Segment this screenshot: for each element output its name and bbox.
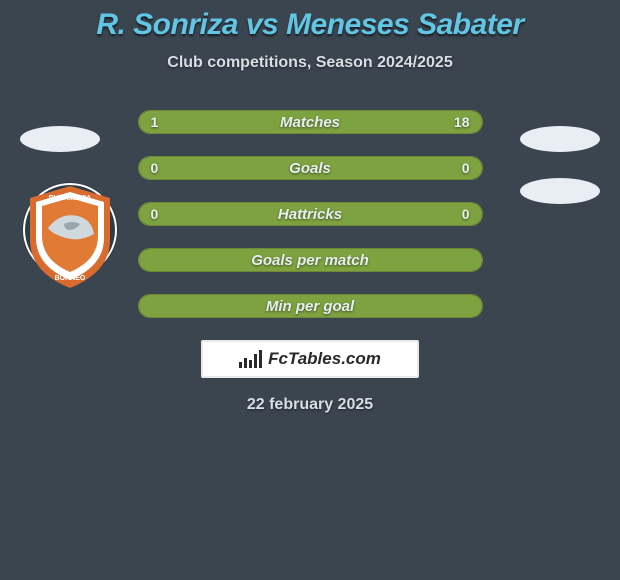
branding-box[interactable]: FcTables.com (201, 340, 419, 378)
stat-label: Goals per match (139, 249, 482, 271)
stats-panel: 1 Matches 18 0 Goals 0 0 Hattricks 0 Goa… (138, 110, 483, 318)
stat-label: Hattricks (139, 203, 482, 225)
stat-value-right: 18 (454, 111, 470, 133)
player-left-placeholder (20, 126, 100, 152)
club-left-badge: PUSAMANIA BORNEO (20, 180, 120, 292)
stat-value-right: 0 (462, 203, 470, 225)
badge-text-top: PUSAMANIA (49, 195, 91, 202)
stat-row-goals-per-match: Goals per match (138, 248, 483, 272)
subtitle: Club competitions, Season 2024/2025 (0, 54, 620, 72)
club-right-placeholder (520, 178, 600, 204)
stat-row-hattricks: 0 Hattricks 0 (138, 202, 483, 226)
page-title: R. Sonriza vs Meneses Sabater (0, 8, 620, 42)
stat-row-goals: 0 Goals 0 (138, 156, 483, 180)
stat-label: Matches (139, 111, 482, 133)
stat-label: Min per goal (139, 295, 482, 317)
branding-text: FcTables.com (268, 349, 381, 369)
stat-label: Goals (139, 157, 482, 179)
date-label: 22 february 2025 (0, 396, 620, 414)
bar-chart-icon (239, 350, 262, 368)
stat-row-min-per-goal: Min per goal (138, 294, 483, 318)
stat-value-right: 0 (462, 157, 470, 179)
badge-text-bottom: BORNEO (55, 275, 86, 282)
stat-row-matches: 1 Matches 18 (138, 110, 483, 134)
player-right-placeholder (520, 126, 600, 152)
